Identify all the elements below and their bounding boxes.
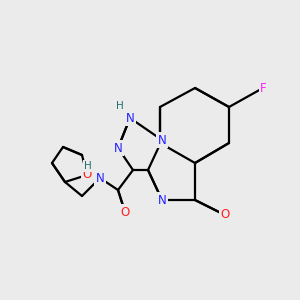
Text: N: N bbox=[126, 112, 134, 124]
Text: O: O bbox=[82, 169, 91, 182]
Text: N: N bbox=[96, 172, 104, 184]
Text: H: H bbox=[116, 101, 124, 111]
Text: N: N bbox=[158, 194, 166, 206]
Text: N: N bbox=[158, 134, 166, 146]
Text: O: O bbox=[120, 206, 130, 218]
Text: H: H bbox=[84, 161, 92, 171]
Text: N: N bbox=[114, 142, 122, 154]
Text: F: F bbox=[260, 82, 266, 94]
Text: O: O bbox=[220, 208, 230, 221]
